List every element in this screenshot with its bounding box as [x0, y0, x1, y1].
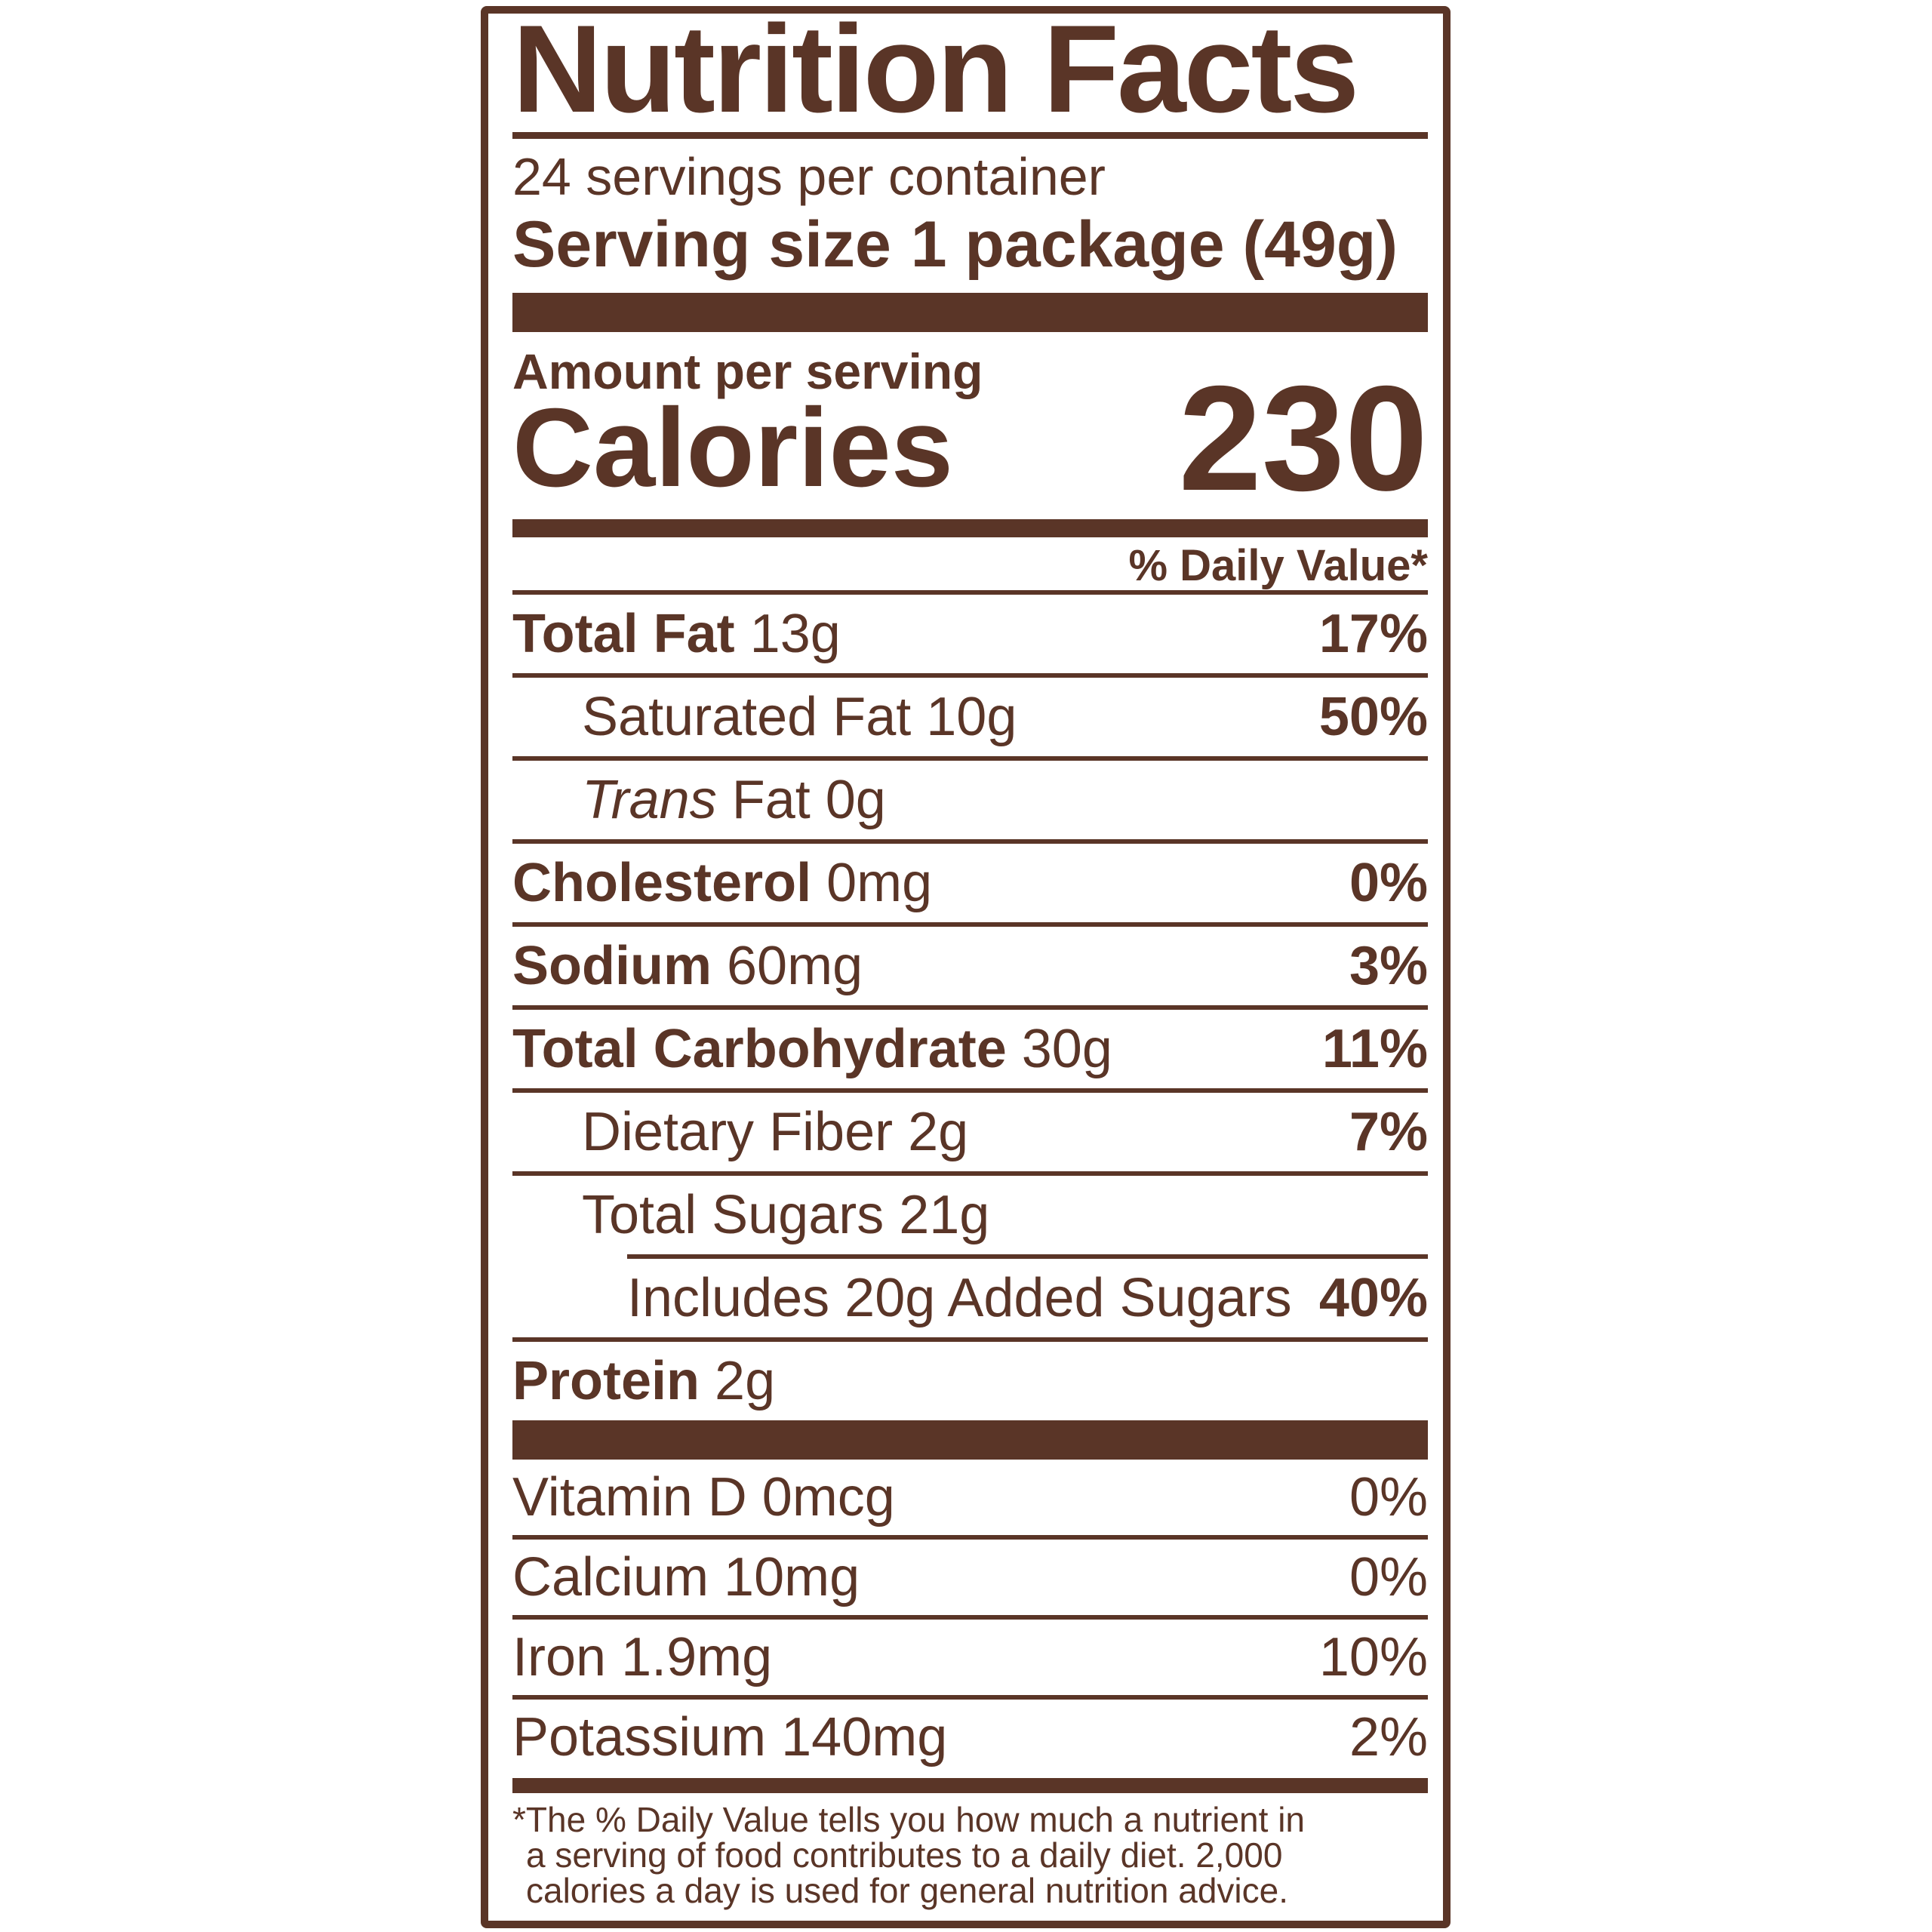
daily-value-percent: 17% [1318, 604, 1428, 664]
divider [512, 1337, 1428, 1342]
divider [512, 756, 1428, 761]
nutrition-facts-label: Nutrition Facts 24 servings per containe… [481, 6, 1451, 1928]
nutrient-name: Total Carbohydrate [512, 1019, 1007, 1079]
calories-divider [512, 519, 1428, 537]
nutrient-amount: 60mg [712, 936, 863, 996]
divider [512, 1535, 1428, 1540]
divider [512, 1005, 1428, 1010]
nutrient-name: Potassium 140mg [512, 1707, 948, 1767]
footnote-line: *The % Daily Value tells you how much a … [512, 1800, 1306, 1839]
row-added-sugars: Includes 20g Added Sugars 40% [512, 1259, 1428, 1337]
divider [512, 1695, 1428, 1700]
nutrient-name: Dietary Fiber 2g [582, 1102, 969, 1162]
row-cholesterol: Cholesterol 0mg 0% [512, 844, 1428, 922]
row-trans-fat: Trans Fat 0g [512, 761, 1428, 839]
row-total-fat: Total Fat 13g 17% [512, 595, 1428, 673]
row-dietary-fiber: Dietary Fiber 2g 7% [512, 1093, 1428, 1171]
calories-value: 230 [1178, 355, 1428, 521]
row-potassium: Potassium 140mg 2% [512, 1700, 1428, 1775]
divider-indented [627, 1254, 1428, 1259]
daily-value-percent: 3% [1349, 936, 1428, 996]
nutrient-name: Calcium 10mg [512, 1547, 860, 1607]
nutrient-name: Iron 1.9mg [512, 1627, 773, 1687]
row-vitamin-d: Vitamin D 0mcg 0% [512, 1460, 1428, 1535]
row-total-carbohydrate: Total Carbohydrate 30g 11% [512, 1010, 1428, 1088]
daily-value-percent: 10% [1318, 1627, 1428, 1687]
calories-row: Calories 230 [512, 364, 1428, 513]
daily-value-header: % Daily Value* [1128, 540, 1428, 590]
serving-size-value: 1 package (49g) [910, 208, 1398, 281]
divider [512, 673, 1428, 678]
row-sodium: Sodium 60mg 3% [512, 927, 1428, 1005]
divider [512, 839, 1428, 844]
divider [512, 590, 1428, 595]
nutrient-amount: 0mg [811, 853, 933, 913]
daily-value-percent: 7% [1349, 1102, 1428, 1162]
divider [512, 922, 1428, 927]
nutrient-name: Saturated Fat 10g [582, 687, 1017, 747]
daily-value-percent: 0% [1349, 853, 1428, 913]
daily-value-percent: 2% [1349, 1707, 1428, 1767]
nutrient-name-italic: Trans [582, 770, 717, 830]
serving-size-label: Serving size [512, 208, 891, 281]
calories-label: Calories [512, 386, 954, 510]
nutrient-name: Vitamin D 0mcg [512, 1467, 895, 1527]
footnote: *The % Daily Value tells you how much a … [512, 1802, 1428, 1909]
nutrient-amount: 30g [1006, 1019, 1112, 1079]
divider [512, 1615, 1428, 1620]
nutrient-name: Includes 20g Added Sugars [627, 1268, 1292, 1328]
nutrient-amount: Fat 0g [716, 770, 886, 830]
nutrient-name: Total Sugars 21g [582, 1185, 990, 1245]
row-calcium: Calcium 10mg 0% [512, 1540, 1428, 1615]
thick-bar-top [512, 293, 1428, 332]
thick-bar-bottom [512, 1420, 1428, 1460]
footnote-divider [512, 1778, 1428, 1793]
daily-value-percent: 40% [1318, 1268, 1428, 1328]
nutrition-facts-title: Nutrition Facts [512, 0, 1359, 138]
nutrient-name: Total Fat [512, 604, 735, 664]
row-protein: Protein 2g [512, 1342, 1428, 1420]
daily-value-percent: 0% [1349, 1467, 1428, 1527]
amount-per-serving-label: Amount per serving [512, 343, 983, 399]
daily-value-percent: 0% [1349, 1547, 1428, 1607]
daily-value-percent: 11% [1321, 1019, 1428, 1079]
nutrient-name: Cholesterol [512, 853, 812, 913]
nutrient-amount: 2g [700, 1351, 776, 1411]
serving-size-row: Serving size 1 package (49g) [512, 208, 1428, 281]
servings-per-container: 24 servings per container [512, 147, 1106, 206]
row-iron: Iron 1.9mg 10% [512, 1620, 1428, 1695]
row-total-sugars: Total Sugars 21g [512, 1176, 1428, 1254]
nutrient-name: Sodium [512, 936, 712, 996]
row-saturated-fat: Saturated Fat 10g 50% [512, 678, 1428, 756]
footnote-line: a serving of food contributes to a daily… [526, 1835, 1283, 1875]
divider [512, 1171, 1428, 1176]
footnote-line: calories a day is used for general nutri… [526, 1871, 1289, 1910]
divider [512, 1088, 1428, 1093]
nutrient-amount: 13g [734, 604, 841, 664]
nutrient-name: Protein [512, 1351, 700, 1411]
daily-value-percent: 50% [1318, 687, 1428, 747]
title-divider [512, 132, 1428, 139]
